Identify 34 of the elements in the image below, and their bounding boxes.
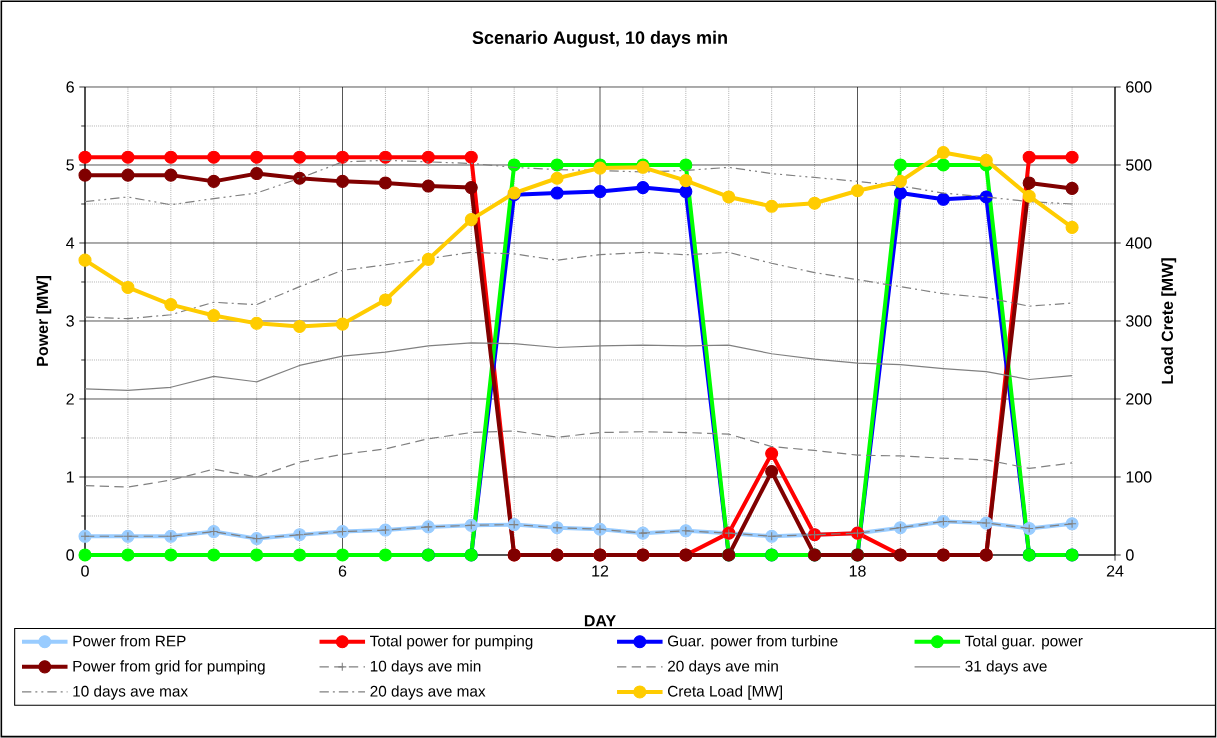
legend-label: Guar. power from turbine: [668, 635, 838, 650]
x-tick-label: 18: [849, 565, 866, 577]
legend-label: 31 days ave: [965, 660, 1047, 675]
y-axis-title: Power [MW]: [36, 276, 52, 366]
chart-title: Scenario August, 10 days min: [472, 30, 727, 48]
legend-label: 10 days ave min: [370, 660, 481, 675]
y-tick-label: 5: [66, 159, 74, 171]
y-tick-label: 0: [66, 549, 74, 561]
x-tick-label: 6: [338, 565, 347, 577]
y2-tick-label: 0: [1126, 549, 1134, 561]
y2-tick-label: 500: [1126, 159, 1152, 171]
legend-label: Total power for pumping: [370, 635, 533, 650]
y2-tick-label: 100: [1126, 471, 1152, 483]
x-axis-title: DAY: [584, 615, 616, 627]
legend-label: 20 days ave max: [370, 685, 486, 700]
x-tick-label: 0: [81, 565, 89, 577]
legend-label: Total guar. power: [965, 635, 1083, 650]
y-tick-label: 1: [66, 471, 74, 483]
x-tick-label: 24: [1106, 565, 1124, 577]
legend-label: 20 days ave min: [668, 660, 778, 675]
y-tick-label: 2: [66, 393, 74, 405]
y-tick-label: 3: [66, 315, 74, 327]
legend-label: 10 days ave max: [73, 685, 188, 700]
y2-tick-label: 600: [1126, 81, 1152, 93]
legend-label: Power from REP: [73, 635, 186, 647]
y2-tick-label: 400: [1125, 237, 1152, 249]
legend-label: Creta Load [MW]: [668, 685, 782, 700]
y-tick-label: 4: [66, 237, 75, 249]
y-tick-label: 6: [66, 81, 74, 93]
y2-tick-label: 300: [1126, 315, 1152, 327]
x-tick-label: 12: [592, 565, 609, 577]
legend-label: Power from grid for pumping: [73, 660, 265, 675]
y2-tick-label: 200: [1126, 393, 1152, 405]
y2-axis-title: Load Crete [MW]: [1161, 258, 1177, 384]
